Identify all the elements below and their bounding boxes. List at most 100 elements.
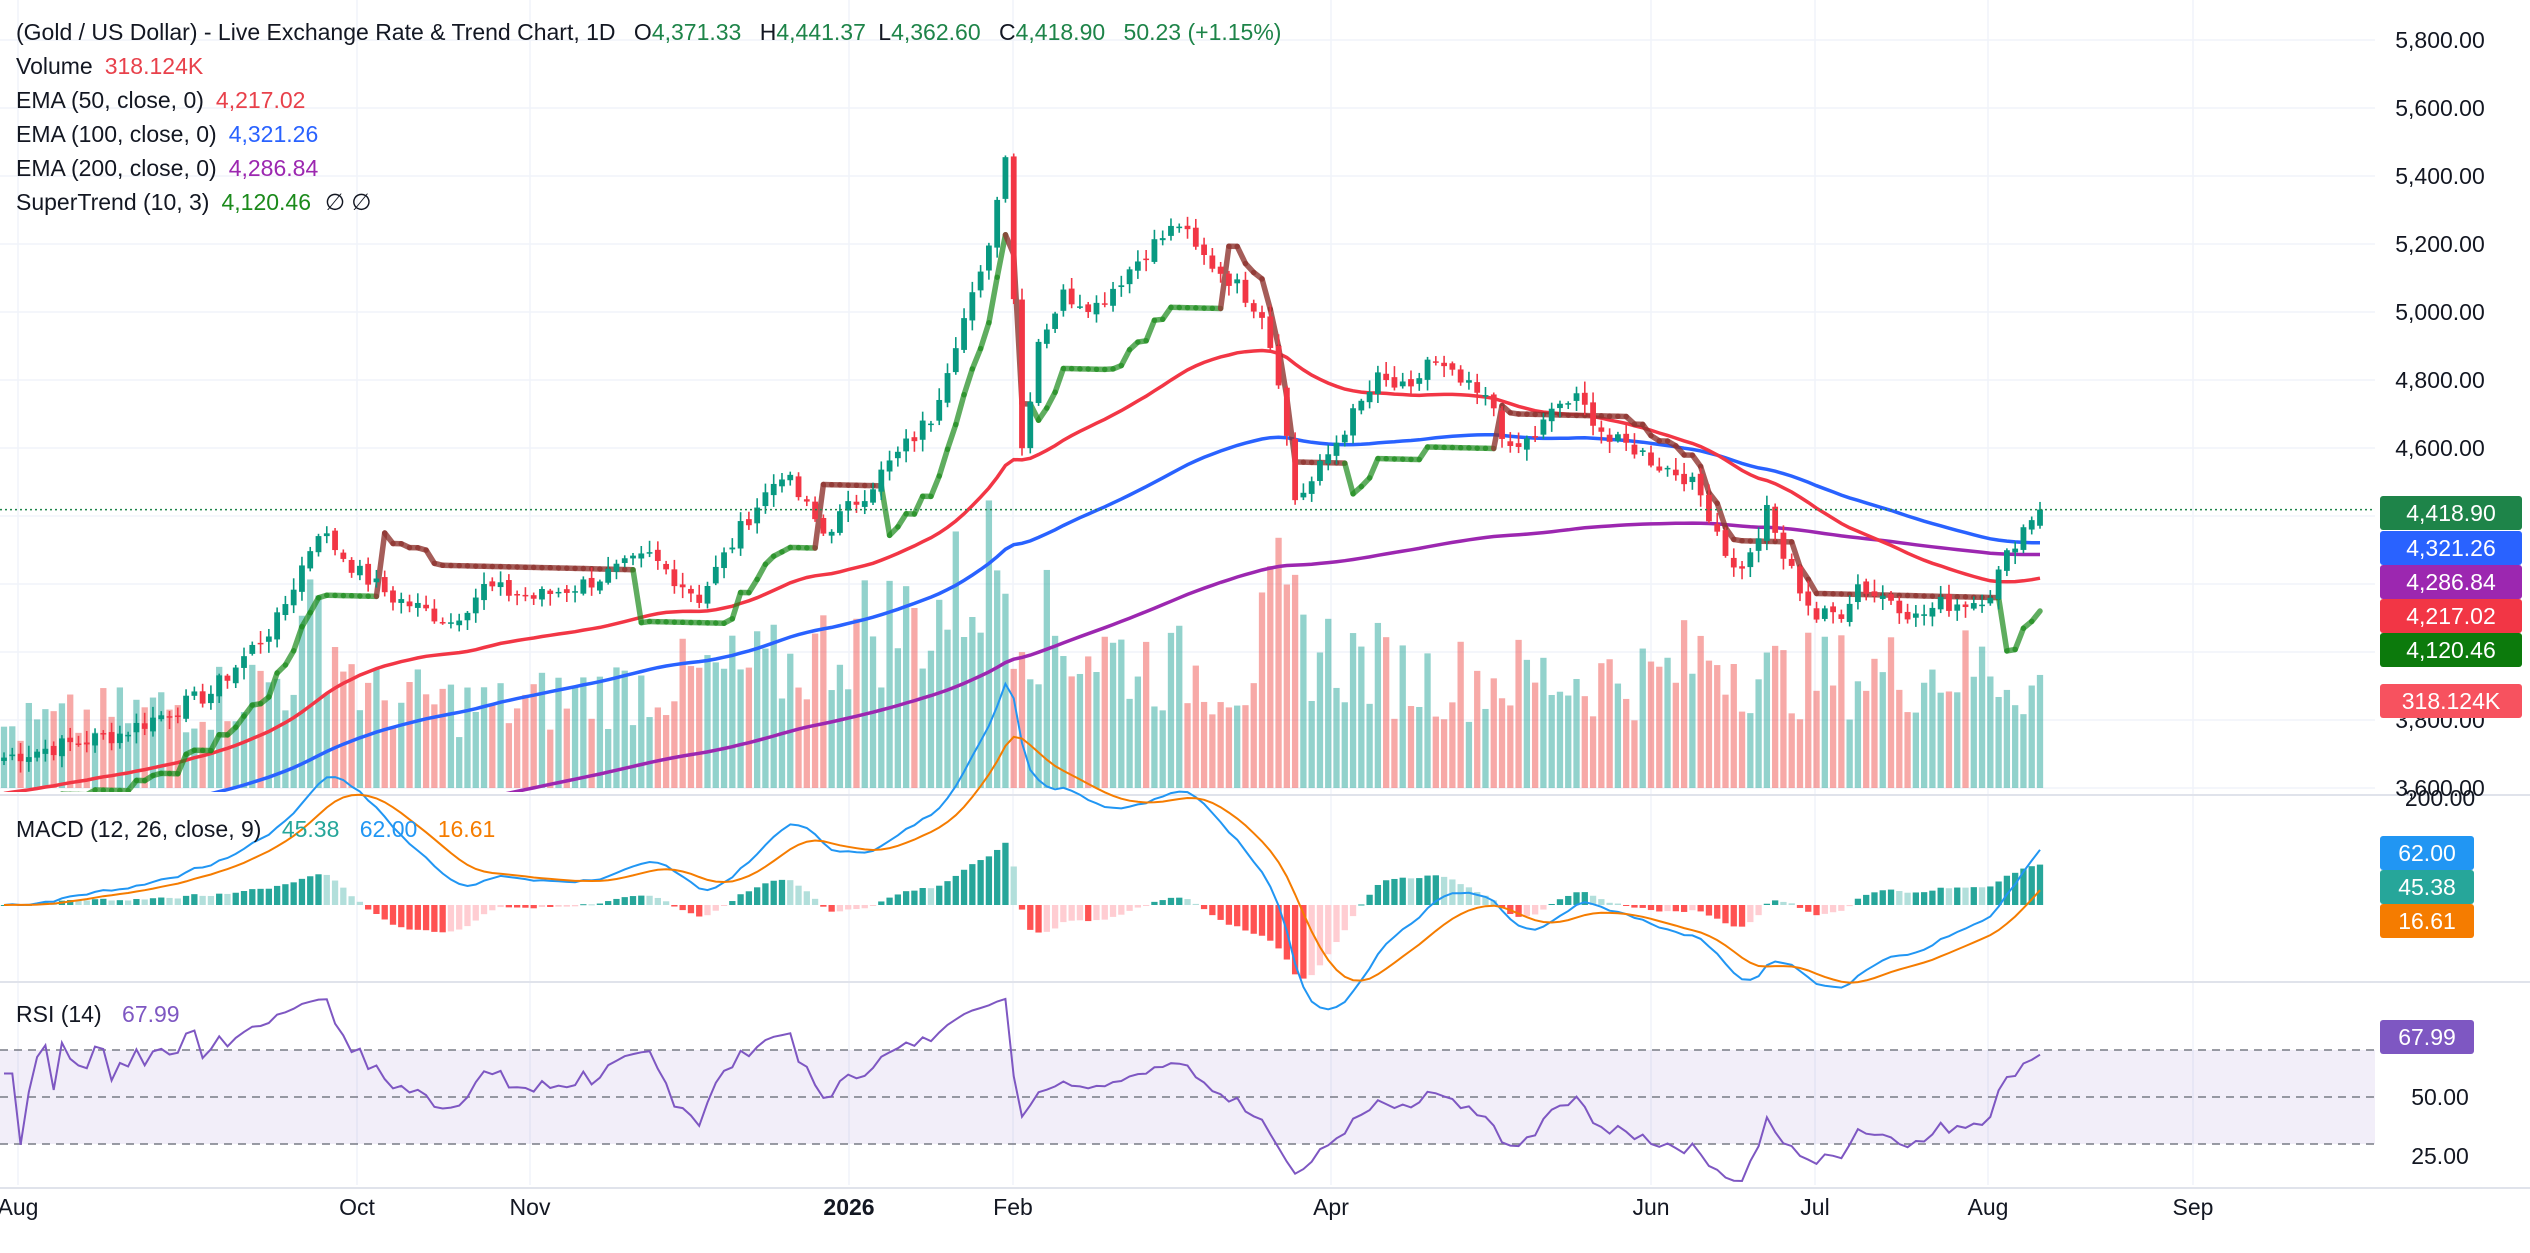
volume-bar	[125, 723, 132, 788]
macd-histogram-bar	[191, 894, 198, 905]
macd-histogram-bar	[1623, 905, 1630, 906]
candle-body	[224, 675, 231, 681]
volume-bar	[298, 615, 306, 788]
macd-histogram-bar	[1159, 900, 1166, 905]
volume-bar	[960, 637, 968, 788]
volume-bar	[25, 702, 32, 788]
candle-body	[688, 588, 694, 594]
macd-tag	[2380, 904, 2474, 938]
macd-histogram-bar	[737, 894, 744, 905]
macd-histogram-bar	[1399, 877, 1406, 905]
volume-bar	[1623, 698, 1630, 788]
macd-histogram-bar	[547, 905, 554, 908]
legend-ema50: EMA (50, close, 0) 4,217.02	[16, 87, 305, 113]
candle-body	[2028, 520, 2035, 530]
macd-histogram-bar	[2012, 872, 2019, 905]
candle-body	[1573, 393, 1580, 401]
candle-body	[1755, 538, 1762, 551]
macd-histogram-bar	[1151, 901, 1158, 905]
candle-body	[265, 636, 272, 642]
candle-body	[1350, 408, 1356, 436]
volume-bar	[1647, 661, 1655, 788]
supertrend-segment	[936, 446, 951, 479]
macd-histogram-bar	[1912, 892, 1919, 905]
macd-histogram-bar	[1606, 902, 1613, 905]
candle-body	[2012, 548, 2019, 553]
macd-histogram-bar	[1134, 905, 1142, 908]
candle-body	[779, 479, 785, 487]
macd-histogram-bar	[1540, 905, 1547, 910]
volume-bar	[1515, 639, 1522, 788]
macd-histogram-bar	[472, 905, 479, 921]
volume-bar	[1101, 636, 1108, 788]
macd-histogram-bar	[869, 905, 877, 906]
volume-bar	[1498, 698, 1506, 788]
macd-histogram-bar	[414, 905, 421, 930]
macd-histogram-bar	[1846, 905, 1853, 907]
macd-histogram-bar	[1722, 905, 1729, 924]
candle-body	[1275, 345, 1282, 386]
macd-histogram-bar	[1176, 897, 1183, 905]
macd-histogram-bar	[1482, 895, 1489, 905]
candle-body	[1308, 481, 1315, 494]
volume-bar	[762, 648, 769, 788]
volume-bar	[704, 655, 711, 788]
volume-bar	[1283, 584, 1290, 788]
macd-histogram-bar	[1871, 892, 1878, 905]
macd-histogram-bar	[1772, 900, 1779, 905]
candle-body	[1110, 288, 1116, 306]
volume-bar	[1209, 714, 1216, 788]
candle-body	[1143, 258, 1150, 261]
candle-body	[141, 723, 148, 729]
candle-body	[489, 581, 496, 587]
macd-histogram-bar	[1018, 905, 1026, 910]
macd-histogram-bar	[977, 860, 984, 905]
candle-body	[505, 580, 512, 596]
macd-histogram-bar	[240, 891, 248, 905]
candle-body	[522, 594, 529, 597]
candle-body	[75, 743, 82, 745]
volume-bar	[1134, 676, 1142, 788]
volume-bar	[679, 638, 686, 788]
macd-histogram-bar	[1995, 881, 2002, 905]
volume-bar	[505, 723, 513, 788]
volume-bar	[472, 711, 479, 788]
candle-body	[125, 734, 132, 737]
volume-bar	[1291, 574, 1299, 788]
volume-bar	[1076, 673, 1084, 788]
macd-histogram-bar	[489, 905, 496, 911]
macd-histogram-bar	[249, 889, 256, 905]
volume-bar	[1863, 690, 1870, 788]
candle-body	[1159, 238, 1166, 241]
candle-body	[315, 536, 322, 553]
macd-histogram-bar	[1614, 903, 1622, 905]
candle-body	[712, 566, 719, 584]
candle-body	[1995, 569, 2002, 600]
volume-bar	[563, 708, 570, 788]
macd-histogram-bar	[2036, 864, 2044, 905]
macd-histogram-bar	[1060, 905, 1067, 923]
candle-body	[1557, 403, 1563, 409]
time-axis-label: Jun	[1632, 1194, 1669, 1220]
macd-histogram-bar	[662, 901, 670, 905]
macd-histogram-bar	[1002, 842, 1009, 905]
macd-histogram-bar	[1945, 888, 1953, 905]
supertrend-segment	[812, 481, 827, 551]
macd-histogram-bar	[1358, 904, 1365, 906]
macd-histogram-bar	[1515, 905, 1522, 917]
volume-bar	[513, 708, 521, 788]
candle-body	[1341, 434, 1348, 443]
volume-bar	[795, 687, 802, 788]
candle-body	[1432, 361, 1439, 363]
macd-histogram-bar	[133, 899, 140, 905]
volume-bar	[1432, 716, 1439, 788]
volume-bar	[605, 728, 612, 788]
volume-bar	[1002, 593, 1009, 788]
macd-histogram-bar	[1937, 887, 1944, 905]
volume-bar	[1349, 633, 1357, 788]
legend-volume: Volume 318.124K	[16, 53, 204, 79]
candle-body	[911, 437, 918, 442]
volume-bar	[75, 732, 82, 788]
candle-body	[572, 591, 578, 593]
